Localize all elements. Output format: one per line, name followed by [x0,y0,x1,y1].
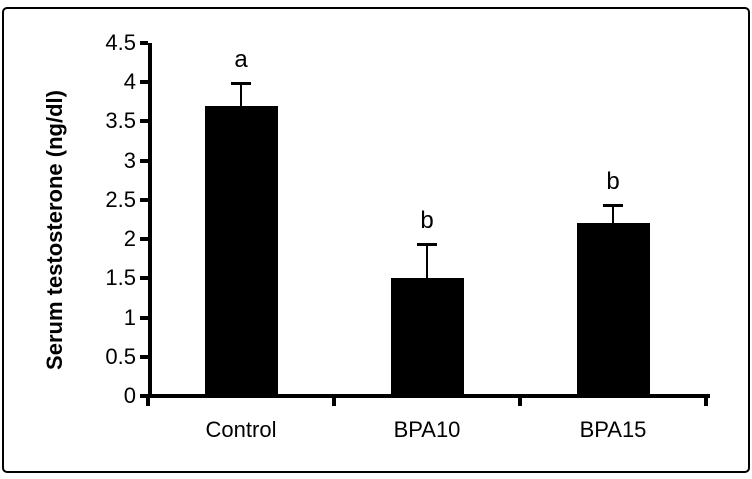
y-tick [140,197,148,202]
error-bar-cap-control [231,82,251,86]
y-tick [140,394,148,398]
y-tick-label: 4 [123,69,136,95]
bar-bpa15 [576,223,650,396]
y-tick-label: 1.5 [105,265,136,291]
sig-letter-bpa10: b [420,207,434,235]
bar-bpa10 [390,278,464,396]
error-bar-cap-bpa10 [417,243,437,247]
error-bar-line-bpa10 [426,243,428,279]
x-axis-line [148,394,710,398]
figure-border [2,7,750,473]
y-tick [140,158,148,163]
y-tick [140,354,148,359]
y-tick [140,276,148,281]
y-tick [140,119,148,124]
y-tick [140,315,148,320]
y-tick-label: 2 [123,226,136,252]
x-category-label-bpa10: BPA10 [393,417,461,442]
error-bar-line-bpa15 [612,203,614,224]
y-tick-label: 2.5 [105,186,136,212]
bar-control [204,105,278,396]
x-tick [704,394,708,406]
y-tick-label: 4.5 [105,30,136,55]
x-category-label-control: Control [205,417,277,442]
y-tick-label: 0 [123,383,136,408]
y-tick [140,80,148,85]
x-tick [332,394,336,406]
y-tick-label: 3 [123,147,136,173]
y-tick [140,237,148,242]
y-axis-line [148,43,152,398]
y-tick-label: 1 [123,304,136,330]
sig-letter-control: a [234,46,248,74]
y-tick-label: 0.5 [105,343,136,369]
y-tick-label: 3.5 [105,108,136,134]
x-tick [146,394,150,406]
error-bar-cap-bpa15 [603,203,623,207]
x-tick [518,394,522,406]
error-bar-line-control [240,82,242,106]
x-category-label-bpa15: BPA15 [579,417,647,442]
y-tick [140,41,148,45]
sig-letter-bpa15: b [606,167,620,195]
